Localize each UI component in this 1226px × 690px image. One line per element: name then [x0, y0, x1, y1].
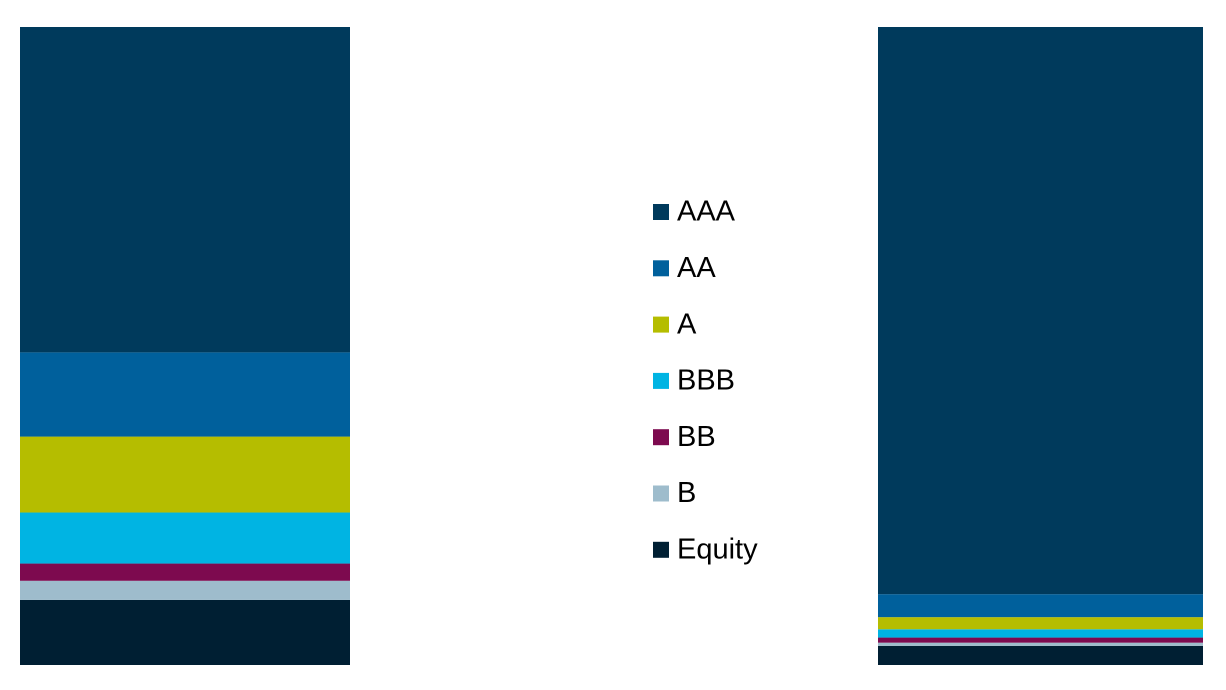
- bar-segment: [878, 645, 1203, 665]
- bar-segment: [878, 594, 1203, 618]
- bar-segment: [20, 512, 350, 564]
- legend-label: A: [677, 308, 697, 340]
- bar-segment: [20, 599, 350, 665]
- bar-segment: [878, 637, 1203, 643]
- legend-label: B: [677, 477, 696, 509]
- bar-segment: [20, 580, 350, 600]
- bar-segment: [20, 27, 350, 353]
- bar-segment: [878, 642, 1203, 646]
- legend-swatch: [653, 372, 669, 389]
- bar-segment: [20, 563, 350, 581]
- legend-swatch: [653, 316, 669, 333]
- legend-label: AAA: [677, 196, 736, 228]
- legend-swatch: [653, 204, 669, 220]
- bar-segment: [20, 352, 350, 437]
- legend-swatch: [653, 541, 669, 558]
- legend-swatch: [653, 260, 669, 277]
- bar-segment: [878, 27, 1203, 595]
- bar-segment: [878, 617, 1203, 630]
- legend-label: AA: [677, 252, 716, 284]
- bar-segment: [20, 436, 350, 513]
- legend-label: BB: [677, 421, 716, 453]
- bar-segment: [878, 629, 1203, 638]
- legend-swatch: [653, 429, 669, 446]
- legend-label: Equity: [677, 533, 758, 565]
- legend-label: BBB: [677, 365, 735, 397]
- legend-swatch: [653, 485, 669, 502]
